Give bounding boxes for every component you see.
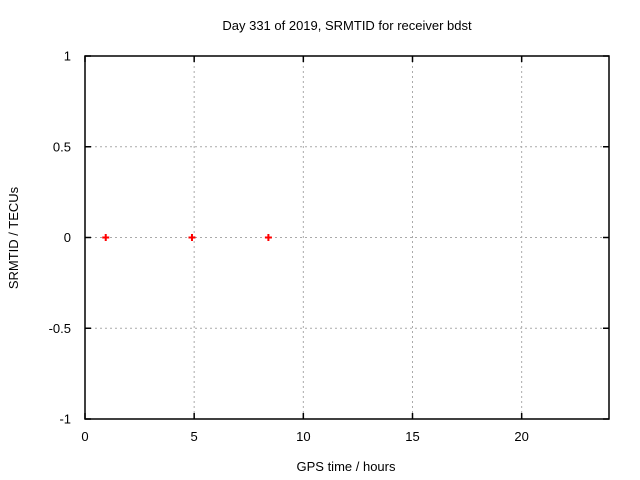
y-tick-label: 1 [64, 49, 71, 64]
x-tick-label: 20 [514, 429, 528, 444]
x-tick-label: 15 [405, 429, 419, 444]
x-axis-label: GPS time / hours [297, 459, 396, 474]
data-point-plus-marker [102, 234, 110, 241]
x-tick-label: 5 [191, 429, 198, 444]
y-tick-label: 0.5 [53, 139, 71, 154]
grid-lines [85, 56, 609, 419]
data-markers [102, 234, 272, 241]
data-point-plus-marker [188, 234, 196, 241]
y-tick-label: -1 [59, 412, 71, 427]
y-axis-label: SRMTID / TECUs [6, 186, 21, 289]
y-tick-label: -0.5 [49, 321, 71, 336]
x-tick-label: 10 [296, 429, 310, 444]
y-tick-label: 0 [64, 230, 71, 245]
tick-labels: 0 5 10 15 20 1 0.5 0 -0.5 -1 [49, 49, 529, 445]
plot-border [84, 55, 610, 420]
data-point-plus-marker [264, 234, 272, 241]
x-tick-label: 0 [81, 429, 88, 444]
chart-title: Day 331 of 2019, SRMTID for receiver bds… [222, 18, 472, 33]
